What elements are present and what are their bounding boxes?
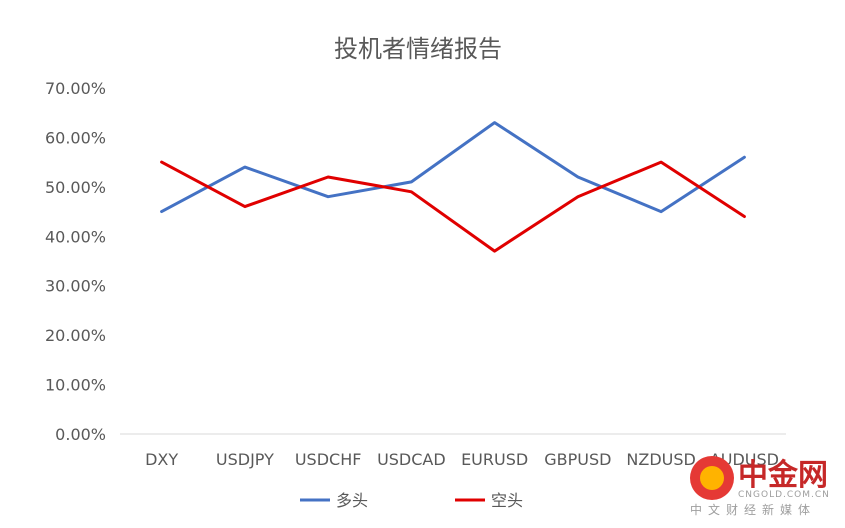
x-tick-label: NZDUSD bbox=[626, 450, 695, 469]
y-tick-label: 20.00% bbox=[45, 326, 106, 345]
chart-title: 投机者情绪报告 bbox=[334, 35, 502, 63]
x-tick-label: USDCHF bbox=[295, 450, 362, 469]
watermark-logo-text: 中金网 bbox=[738, 458, 828, 493]
y-tick-label: 50.00% bbox=[45, 178, 106, 197]
watermark-domain: CNGOLD.COM.CN bbox=[738, 490, 830, 500]
y-tick-label: 30.00% bbox=[45, 277, 106, 296]
y-tick-label: 60.00% bbox=[45, 128, 106, 147]
legend-label: 多头 bbox=[336, 491, 368, 510]
watermark-tagline: 中文财经新媒体 bbox=[690, 502, 816, 517]
watermark-logo: 中金网 CNGOLD.COM.CN 中文财经新媒体 bbox=[690, 456, 830, 517]
y-tick-label: 10.00% bbox=[45, 376, 106, 395]
legend: 多头 空头 bbox=[300, 491, 523, 510]
x-axis-ticks: DXY USDJPY USDCHF USDCAD EURUSD GBPUSD NZDUSD A… bbox=[145, 450, 779, 469]
x-tick-label: USDJPY bbox=[216, 450, 274, 469]
y-tick-label: 0.00% bbox=[55, 425, 106, 444]
logo-inner-icon bbox=[700, 466, 724, 490]
y-tick-label: 40.00% bbox=[45, 227, 106, 246]
series-lines bbox=[160, 121, 746, 253]
x-tick-label: DXY bbox=[145, 450, 178, 469]
x-tick-label: USDCAD bbox=[377, 450, 446, 469]
x-tick-label: EURUSD bbox=[461, 450, 528, 469]
series-line bbox=[160, 121, 746, 214]
legend-label: 空头 bbox=[491, 491, 523, 510]
x-tick-label: GBPUSD bbox=[544, 450, 611, 469]
series-line bbox=[160, 160, 746, 253]
y-axis-ticks: 0.00% 10.00% 20.00% 30.00% 40.00% 50.00% 60.00… bbox=[45, 79, 106, 444]
y-tick-label: 70.00% bbox=[45, 79, 106, 98]
